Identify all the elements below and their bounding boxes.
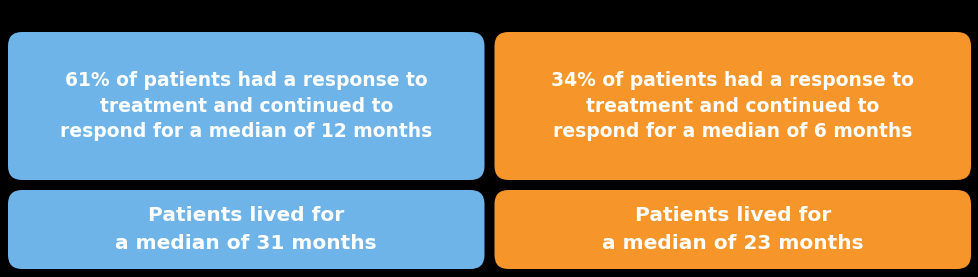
Text: 61% of patients had a response to
treatment and continued to
respond for a media: 61% of patients had a response to treatm… xyxy=(60,71,432,141)
Text: Patients lived for
a median of 31 months: Patients lived for a median of 31 months xyxy=(115,206,377,253)
FancyBboxPatch shape xyxy=(8,32,484,180)
FancyBboxPatch shape xyxy=(8,190,484,269)
FancyBboxPatch shape xyxy=(494,190,970,269)
FancyBboxPatch shape xyxy=(494,32,970,180)
Text: Patients lived for
a median of 23 months: Patients lived for a median of 23 months xyxy=(601,206,863,253)
Text: 34% of patients had a response to
treatment and continued to
respond for a media: 34% of patients had a response to treatm… xyxy=(551,71,913,141)
